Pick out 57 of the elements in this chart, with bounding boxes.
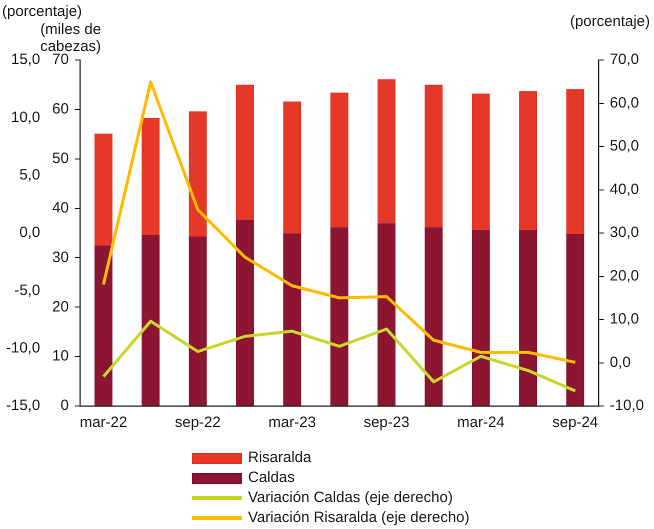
bar <box>519 230 538 406</box>
y2-tick-label: 60,0 <box>610 94 640 112</box>
x-tick-label: sep-24 <box>552 414 598 432</box>
y2-tick-label: 20,0 <box>610 267 640 284</box>
x-tick-label: mar-24 <box>457 414 505 432</box>
y3-tick-label: 15,0 <box>10 51 40 68</box>
bar <box>142 118 160 235</box>
legend-label: Variación Caldas (eje derecho) <box>248 488 453 508</box>
x-tick-label: mar-22 <box>80 414 128 432</box>
x-tick-label: mar-23 <box>268 414 316 432</box>
bar <box>378 79 396 224</box>
bar <box>188 111 207 236</box>
y-tick-label: 0 <box>60 397 69 414</box>
y-tick-label: 60 <box>52 100 69 118</box>
bar <box>236 220 254 406</box>
y-tick-label: 10 <box>52 348 69 365</box>
y3-tick-label: 5,0 <box>19 166 40 184</box>
bar <box>424 227 443 406</box>
x-tick-label: sep-22 <box>174 414 221 432</box>
bar <box>283 102 302 234</box>
y2-tick-label: 30,0 <box>610 224 640 242</box>
bar <box>330 227 348 406</box>
legend-label: Caldas <box>248 468 295 488</box>
bar <box>236 84 254 220</box>
bar <box>142 234 160 406</box>
legend-label: Risaralda <box>248 448 312 468</box>
y-tick-label: 50 <box>52 150 69 167</box>
bar <box>472 94 490 230</box>
y2-tick-label: 10,0 <box>610 310 640 328</box>
bar <box>566 234 584 406</box>
bar <box>519 91 538 230</box>
bar <box>472 230 490 406</box>
y3-tick-label: 0,0 <box>19 224 40 242</box>
bar <box>566 89 584 234</box>
y2-tick-label: 70,0 <box>610 51 640 68</box>
bar <box>378 223 396 406</box>
y-tick-label: 30 <box>52 248 69 266</box>
y2-tick-label: 50,0 <box>610 138 640 155</box>
bar <box>283 233 302 406</box>
x-tick-label: sep-23 <box>364 414 410 432</box>
bar <box>94 245 112 406</box>
y2-tick-label: 40,0 <box>610 180 640 198</box>
bar <box>94 134 112 246</box>
y2-tick-label: 0,0 <box>610 354 631 371</box>
bar <box>330 92 348 228</box>
y-tick-label: 20 <box>52 298 69 316</box>
y2-tick-label: -10,0 <box>610 397 644 414</box>
y-tick-label: 40 <box>52 199 69 216</box>
bar <box>424 84 443 228</box>
bar <box>188 236 207 406</box>
legend-label: Variación Risaralda (eje derecho) <box>248 508 470 528</box>
y3-tick-label: -5,0 <box>14 282 40 299</box>
y3-axis-title: (porcentaje) <box>2 3 82 20</box>
y3-tick-label: 10,0 <box>10 108 40 126</box>
y2-axis-title: (porcentaje) <box>570 13 650 30</box>
y3-tick-label: -15,0 <box>6 397 40 414</box>
y3-tick-label: -10,0 <box>6 339 40 356</box>
